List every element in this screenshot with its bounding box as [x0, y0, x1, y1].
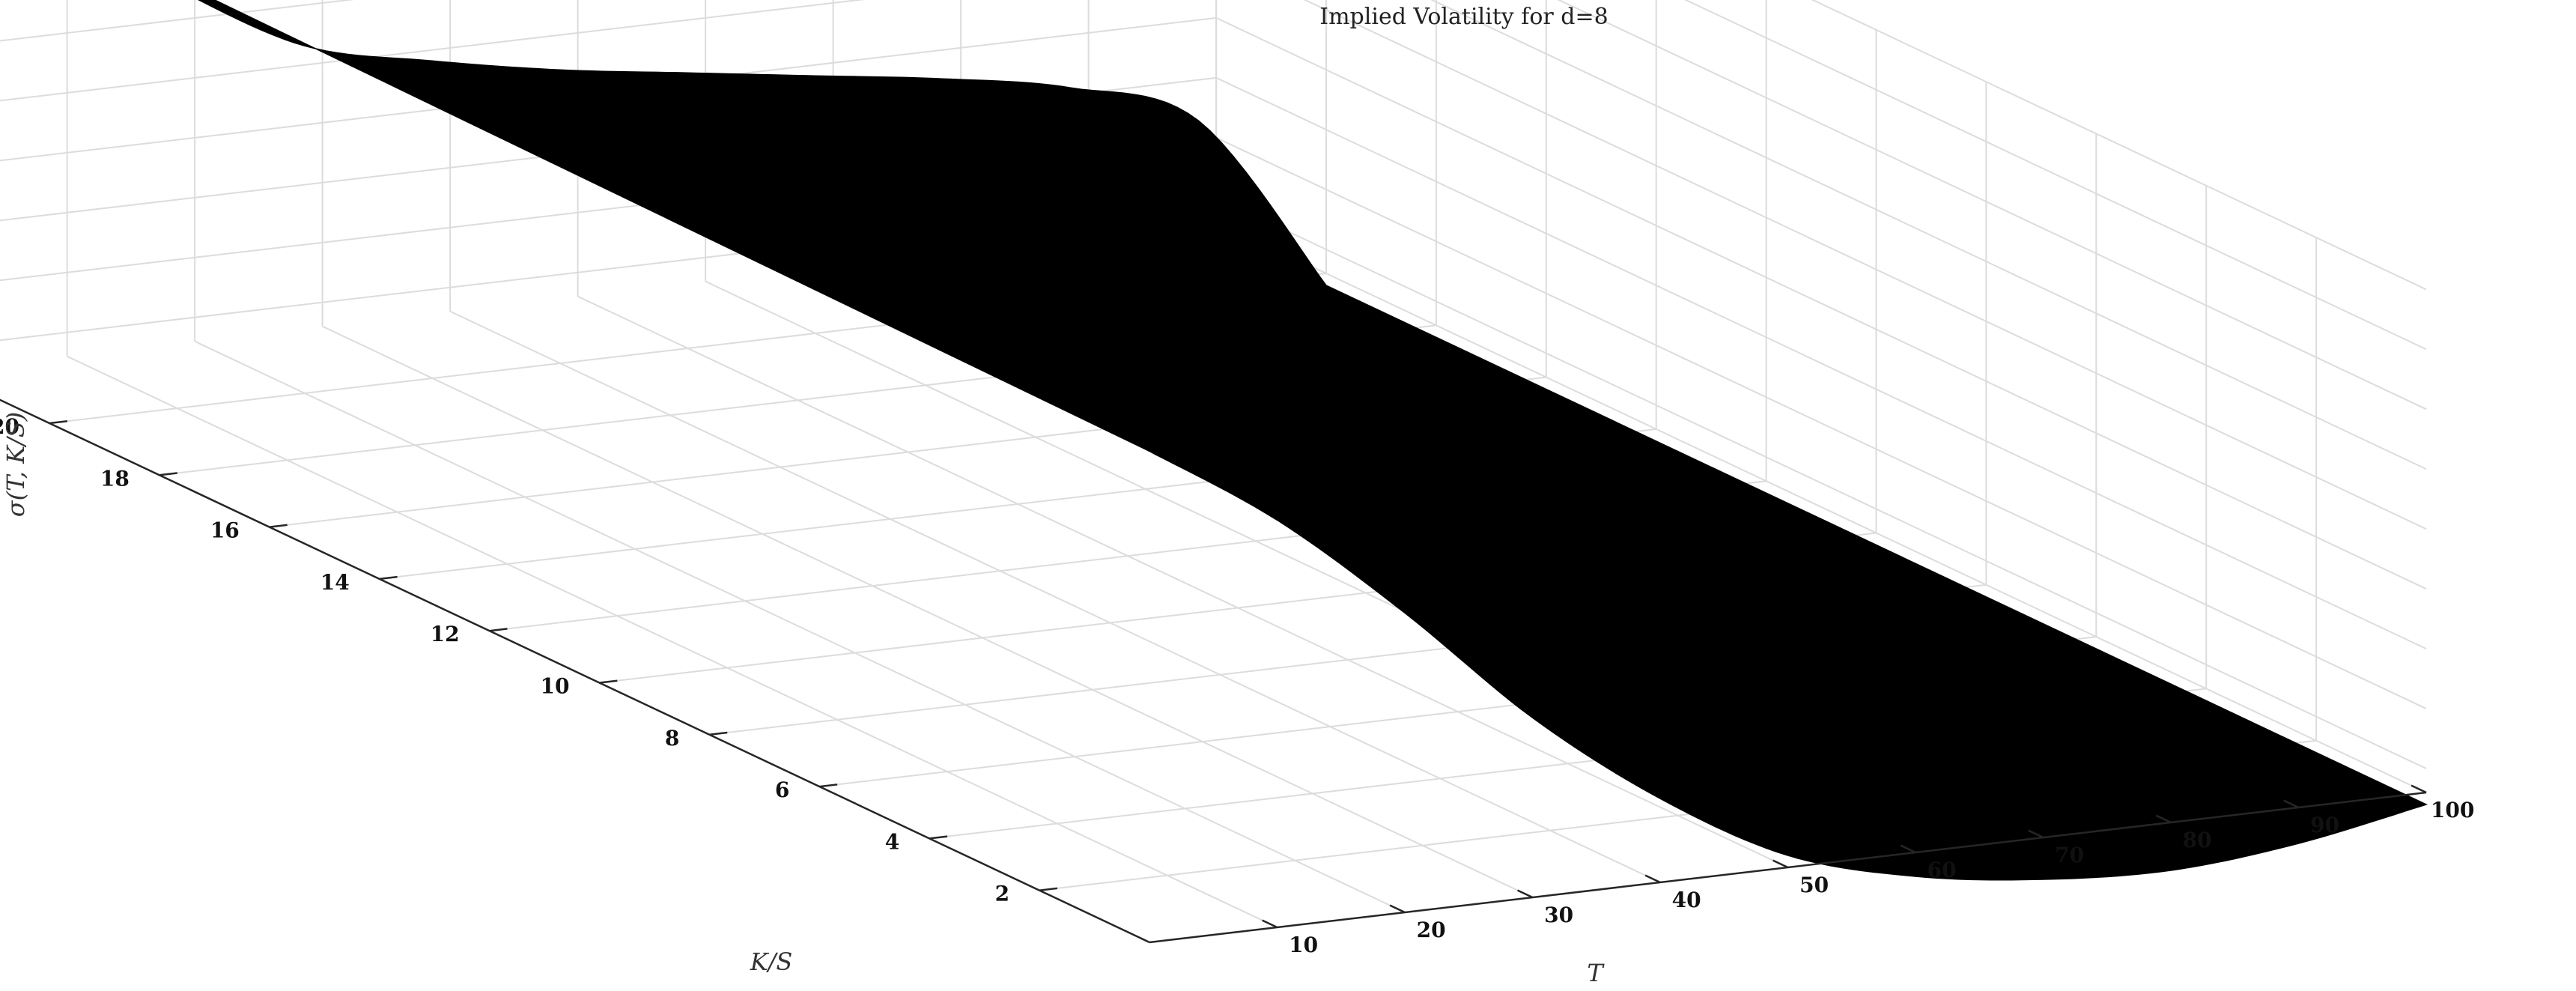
- y-tick-label: 16: [210, 518, 240, 543]
- x-tick-label: 20: [1417, 918, 1446, 942]
- grid-line-z-right: [1215, 136, 2427, 709]
- x-tick-label: 90: [2310, 813, 2339, 837]
- grid-line-t-floor: [67, 355, 1278, 928]
- y-tick-label: 12: [431, 622, 460, 646]
- y-tick-mark: [489, 628, 508, 632]
- grid-line-z-back: [0, 0, 865, 102]
- tick-labels: 10203040506070809010024681012141618200.1…: [0, 414, 2474, 957]
- x-tick-label: 40: [1672, 888, 1701, 912]
- y-axis-line: [0, 398, 1150, 944]
- grid-line-z-right: [1215, 76, 2427, 650]
- grid-line-t-floor: [449, 310, 1661, 883]
- grid-line-z-back: [0, 0, 355, 42]
- y-tick-label: 8: [665, 726, 679, 751]
- y-tick-mark: [269, 524, 288, 528]
- x-tick-mark: [1262, 919, 1278, 929]
- grid-line-z-right: [1684, 0, 2427, 351]
- y-tick-label: 20: [0, 414, 19, 439]
- grid-line-z-right: [1303, 0, 2427, 530]
- y-tick-mark: [709, 731, 728, 736]
- y-tick-mark: [929, 835, 948, 840]
- y-axis-label: K/S: [750, 948, 793, 976]
- y-tick-mark: [1039, 887, 1058, 891]
- y-tick-mark: [599, 679, 618, 684]
- grid-line-z-right: [1430, 0, 2427, 470]
- grid-line-t-floor: [1215, 220, 2427, 793]
- y-tick-mark: [379, 575, 398, 581]
- x-tick-label: 70: [2055, 843, 2084, 867]
- grid-line-t-floor: [194, 340, 1406, 913]
- x-tick-label: 50: [1799, 873, 1829, 897]
- x-axis-label: T: [1587, 959, 1605, 987]
- x-tick-mark: [1517, 889, 1534, 899]
- x-tick-label: 100: [2431, 798, 2474, 822]
- y-tick-label: 4: [885, 829, 899, 854]
- surface-layer: [198, 0, 2428, 881]
- x-tick-mark: [2283, 799, 2300, 809]
- axes: [0, 398, 2427, 944]
- x-tick-mark: [2411, 784, 2427, 794]
- grid-line-z-right: [1215, 196, 2427, 769]
- x-tick-mark: [1389, 904, 1406, 914]
- x-tick-mark: [2155, 814, 2172, 824]
- z-axis-label: σ(T, K/S): [1, 412, 30, 517]
- grid-line-t-floor: [322, 325, 1533, 898]
- grid-line-z-right: [1215, 16, 2427, 590]
- y-tick-label: 2: [995, 882, 1009, 906]
- x-tick-label: 10: [1289, 933, 1318, 957]
- x-tick-mark: [1644, 874, 1661, 884]
- grid-line-t-floor: [577, 295, 1788, 868]
- y-tick-label: 18: [100, 466, 130, 491]
- x-tick-label: 60: [1928, 858, 1957, 882]
- grid-line-z-right: [1557, 0, 2427, 410]
- x-tick-mark: [2028, 829, 2044, 839]
- y-tick-mark: [159, 472, 177, 476]
- y-tick-mark: [49, 419, 67, 425]
- x-tick-label: 80: [2183, 828, 2212, 852]
- y-tick-label: 14: [321, 570, 350, 595]
- y-tick-mark: [819, 784, 838, 788]
- grid-line-z-right: [1811, 0, 2427, 291]
- x-tick-label: 30: [1544, 903, 1573, 927]
- x-tick-mark: [1772, 859, 1789, 869]
- y-tick-label: 10: [541, 674, 570, 699]
- volatility-surface: [198, 0, 2428, 881]
- x-tick-mark: [1900, 844, 1916, 854]
- chart-title: Implied Volatility for d=8: [1319, 4, 1609, 30]
- y-tick-label: 6: [775, 778, 789, 802]
